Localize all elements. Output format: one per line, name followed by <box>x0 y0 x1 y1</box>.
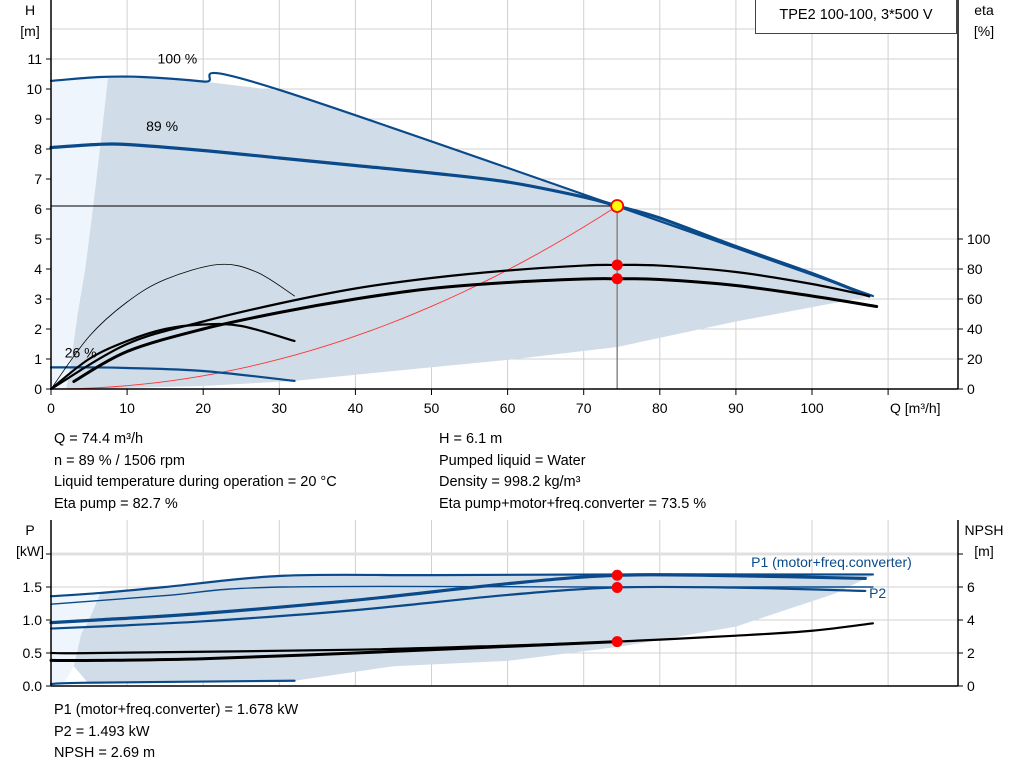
top-y-tick-label: 1 <box>34 351 42 367</box>
speed-curve-label: 89 % <box>146 118 178 134</box>
top-y-tick-label: 0 <box>34 381 42 397</box>
bottom-y-tick-label: 1.0 <box>23 612 43 628</box>
top-y-tick-label: 11 <box>27 51 42 67</box>
top-y2-axis-label: eta <box>974 2 994 18</box>
series-label: P1 (motor+freq.converter) <box>751 554 912 570</box>
x-tick-label: 60 <box>500 400 516 416</box>
eta-total-marker <box>611 273 623 285</box>
top-y2-axis-label: [%] <box>974 23 994 39</box>
top-y2-tick-label: 80 <box>967 261 983 277</box>
eta-pump-readout: Eta pump = 82.7 % <box>54 495 178 512</box>
top-operating-region <box>66 77 873 389</box>
x-axis-label: Q [m³/h] <box>890 400 941 416</box>
bottom-y-tick-label: 1.5 <box>23 579 43 595</box>
bottom-operating-region <box>73 574 873 685</box>
speed-curve-label: 26 % <box>65 345 97 361</box>
x-tick-label: 50 <box>424 400 440 416</box>
top-y2-tick-label: 20 <box>967 351 983 367</box>
p1-readout: P1 (motor+freq.converter) = 1.678 kW <box>54 702 299 718</box>
top-series-2-curve <box>49 366 296 382</box>
bottom-y-axis-label: [kW] <box>16 543 44 559</box>
top-y-tick-label: 6 <box>34 201 42 217</box>
top-y-tick-label: 7 <box>34 171 42 187</box>
speed-curve-label: 100 % <box>158 51 198 67</box>
head-readout: H = 6.1 m <box>439 431 503 447</box>
speed-readout: n = 89 % / 1506 rpm <box>54 452 185 469</box>
top-y-tick-label: 5 <box>34 231 42 247</box>
top-y-tick-label: 2 <box>34 321 42 337</box>
bottom-y-axis-label: P <box>25 522 34 538</box>
top-y2-tick-label: 100 <box>967 231 991 247</box>
x-tick-label: 0 <box>47 400 55 416</box>
info-bottom: P1 (motor+freq.converter) = 1.678 kW P2 … <box>54 700 298 765</box>
top-y2-tick-label: 60 <box>967 291 983 307</box>
bottom-series-0-curve <box>49 573 874 598</box>
bottom-y2-tick-label: 2 <box>967 645 975 661</box>
info-top-left: Q = 74.4 m³/h n = 89 % / 1506 rpm Liquid… <box>54 429 337 515</box>
pump-title: TPE2 100-100, 3*500 V <box>755 0 957 34</box>
flow-readout: Q = 74.4 m³/h <box>54 431 144 447</box>
x-tick-label: 80 <box>652 400 668 416</box>
bottom-series-6-curve <box>49 640 619 663</box>
x-tick-label: 40 <box>348 400 364 416</box>
info-top-right: H = 6.1 m Pumped liquid = Water Density … <box>439 429 706 515</box>
p1-marker <box>611 569 623 581</box>
top-series-3-curve <box>50 263 295 390</box>
top-y-tick-label: 4 <box>34 261 42 277</box>
bottom-y2-tick-label: 0 <box>967 678 975 694</box>
top-series-6-curve <box>72 277 879 383</box>
top-y2-tick-label: 0 <box>967 381 975 397</box>
top-y-tick-label: 9 <box>34 111 42 127</box>
bottom-y-tick-label: 0.0 <box>23 678 43 694</box>
bottom-y-tick-label: 0.5 <box>23 645 43 661</box>
bottom-y2-tick-label: 4 <box>967 612 975 628</box>
top-y-tick-label: 10 <box>26 81 42 97</box>
bottom-series-3-curve <box>49 585 867 630</box>
system-curve <box>50 205 618 390</box>
x-tick-label: 100 <box>800 400 824 416</box>
x-tick-label: 20 <box>195 400 211 416</box>
npsh-marker <box>611 636 623 648</box>
liquid-readout: Pumped liquid = Water <box>439 452 586 469</box>
bottom-y2-axis-label: NPSH <box>965 522 1004 538</box>
top-series-1-curve <box>49 142 871 298</box>
top-y2-tick-label: 40 <box>967 321 983 337</box>
bottom-y2-tick-label: 6 <box>967 579 975 595</box>
x-tick-label: 30 <box>272 400 288 416</box>
x-tick-label: 70 <box>576 400 592 416</box>
x-tick-label: 10 <box>119 400 135 416</box>
top-y-axis-label: H <box>25 2 35 18</box>
series-label: P2 <box>869 585 886 601</box>
p2-marker <box>611 581 623 593</box>
top-light-region <box>51 77 109 389</box>
bottom-light-region <box>51 592 101 686</box>
bottom-y2-axis-label: [m] <box>974 543 993 559</box>
npsh-readout: NPSH = 2.69 m <box>54 745 156 761</box>
top-y-tick-label: 3 <box>34 291 42 307</box>
density-readout: Density = 998.2 kg/m³ <box>439 474 581 490</box>
x-tick-label: 90 <box>728 400 744 416</box>
temperature-readout: Liquid temperature during operation = 20… <box>54 474 337 490</box>
eta-pump-marker <box>611 259 623 271</box>
eta-total-readout: Eta pump+motor+freq.converter = 73.5 % <box>439 495 707 512</box>
p2-readout: P2 = 1.493 kW <box>54 723 150 740</box>
bottom-series-2-curve <box>49 573 867 625</box>
top-series-4-curve <box>49 322 296 391</box>
top-series-5-curve <box>49 263 871 391</box>
duty-point-marker <box>610 199 625 213</box>
top-y-tick-label: 8 <box>34 141 42 157</box>
bottom-series-4-curve <box>49 679 296 686</box>
top-y-axis-label: [m] <box>20 23 39 39</box>
